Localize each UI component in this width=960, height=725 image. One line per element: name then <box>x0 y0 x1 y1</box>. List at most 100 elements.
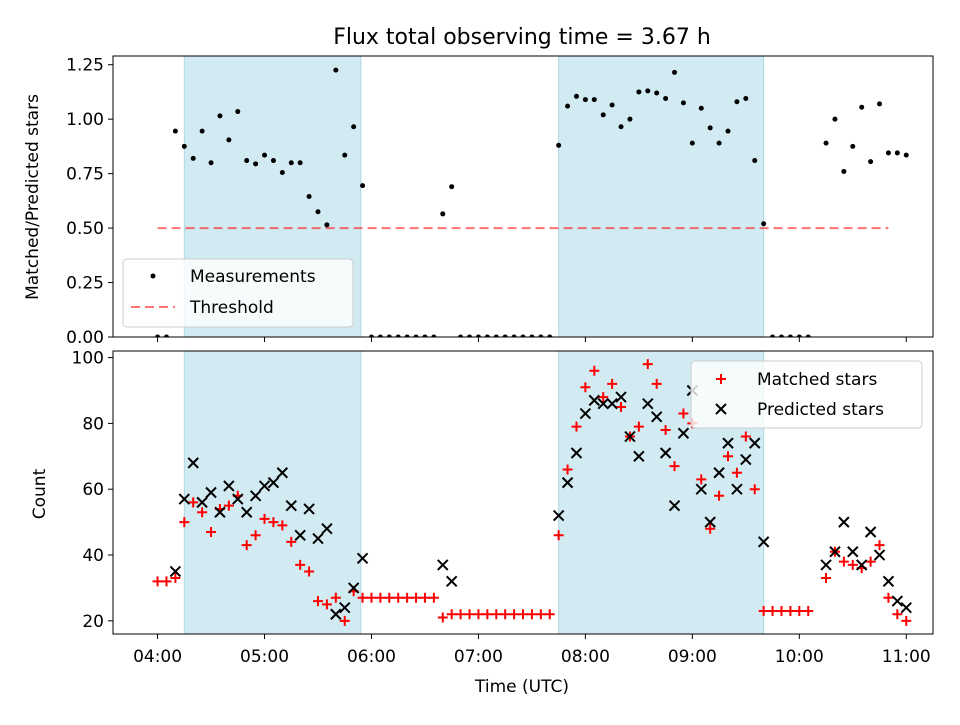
matched-point <box>660 424 671 435</box>
top-y-axis-label: Matched/Predicted stars <box>23 94 43 300</box>
measurement-point <box>725 128 731 134</box>
matched-point <box>464 609 475 620</box>
matched-point <box>526 609 537 620</box>
predicted-point <box>606 397 618 410</box>
x-tick-label: 11:00 <box>882 647 931 667</box>
legend-predicted-marker <box>715 403 727 415</box>
predicted-point <box>855 559 868 571</box>
measurement-point <box>163 334 169 337</box>
matched-point <box>241 540 252 551</box>
predicted-point <box>740 453 752 466</box>
measurement-point <box>520 334 526 337</box>
measurement-point <box>351 124 357 130</box>
measurement-point <box>868 159 874 165</box>
predicted-point <box>303 503 315 515</box>
y-tick-label: 0.00 <box>66 328 104 348</box>
measurement-point <box>244 158 250 164</box>
y-tick-label: 1.00 <box>66 110 104 130</box>
measurement-point <box>493 334 499 337</box>
predicted-point <box>249 490 262 502</box>
measurement-point <box>262 152 268 158</box>
measurement-point <box>467 334 473 337</box>
y-tick-label: 0.25 <box>66 274 104 294</box>
y-tick-label: 100 <box>72 349 104 369</box>
axes-frame <box>112 55 934 338</box>
legend-measurements-label: Measurements <box>190 267 316 287</box>
y-tick-label: 60 <box>82 480 104 500</box>
predicted-point <box>312 532 324 545</box>
measurement-point <box>573 93 579 99</box>
measurement-point <box>235 109 241 115</box>
measurement-point <box>582 97 588 103</box>
measurement-point <box>422 334 428 337</box>
measurement-point <box>208 160 214 166</box>
matched-point <box>206 526 217 537</box>
matched-point <box>197 507 208 518</box>
measurement-point <box>627 116 633 122</box>
predicted-point <box>757 536 770 548</box>
legend-measurement-marker <box>150 273 156 279</box>
y-tick-label: 0.75 <box>66 165 104 185</box>
x-tick-label: 06:00 <box>347 647 396 667</box>
predicted-point <box>579 407 592 420</box>
matched-point <box>446 609 457 620</box>
measurement-point <box>297 160 303 166</box>
measurement-point <box>850 143 856 149</box>
y-tick-label: 80 <box>82 414 104 434</box>
observing-span <box>558 56 765 337</box>
legend-matched-label: Matched stars <box>757 370 877 390</box>
matched-point <box>188 497 199 508</box>
measurement-point <box>689 140 695 146</box>
matched-point <box>776 605 787 616</box>
measurement-point <box>859 104 865 110</box>
predicted-point <box>267 476 280 489</box>
predicted-point <box>356 552 369 565</box>
measurement-point <box>315 209 321 215</box>
predicted-point <box>731 483 743 495</box>
measurement-point <box>556 142 562 148</box>
matched-point <box>767 605 778 616</box>
measurement-point <box>823 140 829 146</box>
predicted-point <box>615 391 627 403</box>
predicted-point <box>169 565 182 578</box>
measurement-point <box>796 334 802 337</box>
measurement-point <box>395 334 401 337</box>
matched-point <box>170 573 181 584</box>
predicted-point <box>223 480 235 492</box>
measurement-point <box>832 116 838 122</box>
predicted-point <box>864 526 877 538</box>
matched-point <box>535 609 546 620</box>
matched-point <box>357 592 368 603</box>
x-tick-label: 05:00 <box>240 647 289 667</box>
matched-point <box>277 520 288 531</box>
observing-span <box>183 351 362 634</box>
measurement-point <box>431 334 437 337</box>
measurement-point <box>591 97 597 103</box>
measurement-point <box>181 143 187 149</box>
measurement-point <box>199 128 205 134</box>
measurement-point <box>636 89 642 95</box>
predicted-point <box>258 480 271 492</box>
matched-point <box>544 609 555 620</box>
y-tick-label: 20 <box>82 612 104 632</box>
predicted-point <box>240 506 253 518</box>
predicted-point <box>659 447 672 459</box>
matched-point <box>838 556 849 567</box>
matched-point <box>313 596 323 607</box>
predicted-point <box>722 437 734 449</box>
predicted-point <box>704 516 716 528</box>
matched-point <box>437 612 448 623</box>
matched-point <box>740 431 751 442</box>
measurement-point <box>618 124 624 130</box>
predicted-point <box>829 546 841 558</box>
matched-point <box>669 461 680 472</box>
measurement-point <box>226 137 232 143</box>
predicted-point <box>749 437 761 449</box>
matched-point <box>678 408 689 419</box>
legend-box <box>690 360 923 429</box>
predicted-point <box>695 483 707 495</box>
chart-title: Flux total observing time = 3.67 h <box>333 25 711 50</box>
measurement-point <box>707 125 713 131</box>
measurement-point <box>716 140 722 146</box>
matched-point <box>375 592 386 603</box>
